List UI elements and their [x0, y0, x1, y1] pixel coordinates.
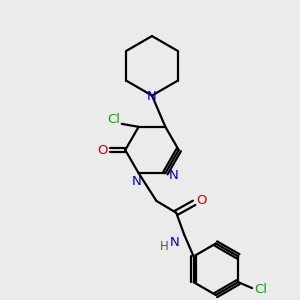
Text: H: H	[160, 240, 169, 253]
Text: Cl: Cl	[107, 113, 120, 126]
Text: N: N	[147, 90, 157, 103]
Text: N: N	[169, 236, 179, 249]
Text: O: O	[97, 143, 108, 157]
Text: Cl: Cl	[254, 283, 268, 296]
Text: N: N	[168, 169, 178, 182]
Text: O: O	[196, 194, 206, 207]
Text: N: N	[132, 175, 142, 188]
